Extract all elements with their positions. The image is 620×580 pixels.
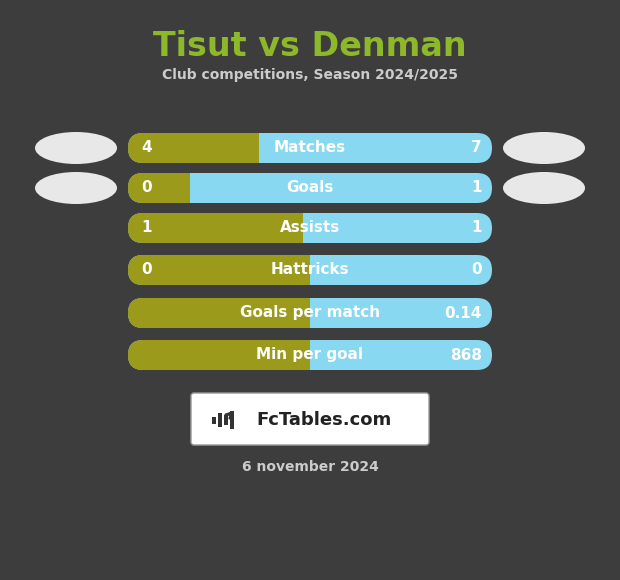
Ellipse shape [35, 172, 117, 204]
Text: Hattricks: Hattricks [271, 263, 349, 277]
Text: 0.14: 0.14 [445, 306, 482, 321]
FancyBboxPatch shape [128, 173, 492, 203]
Text: Club competitions, Season 2024/2025: Club competitions, Season 2024/2025 [162, 68, 458, 82]
Bar [143, 298, 310, 328]
Bar [218, 413, 222, 427]
Bar [143, 213, 303, 243]
FancyBboxPatch shape [128, 298, 492, 328]
FancyBboxPatch shape [128, 340, 492, 370]
Ellipse shape [503, 132, 585, 164]
Bar [230, 411, 234, 429]
FancyBboxPatch shape [128, 133, 492, 163]
Text: Tisut vs Denman: Tisut vs Denman [153, 30, 467, 63]
Text: 0: 0 [141, 263, 152, 277]
FancyBboxPatch shape [128, 173, 492, 203]
Ellipse shape [35, 132, 117, 164]
FancyBboxPatch shape [128, 298, 492, 328]
FancyBboxPatch shape [128, 133, 492, 163]
Text: 1: 1 [471, 180, 482, 195]
Text: 1: 1 [471, 220, 482, 235]
Text: 7: 7 [471, 140, 482, 155]
Text: Goals: Goals [286, 180, 334, 195]
FancyBboxPatch shape [191, 393, 429, 445]
Bar [224, 415, 228, 425]
Bar [143, 133, 259, 163]
Text: 4: 4 [141, 140, 152, 155]
Bar [143, 255, 310, 285]
Text: Goals per match: Goals per match [240, 306, 380, 321]
FancyBboxPatch shape [128, 255, 492, 285]
Text: Assists: Assists [280, 220, 340, 235]
Text: 0: 0 [141, 180, 152, 195]
Text: Min per goal: Min per goal [257, 347, 363, 362]
Bar [143, 340, 310, 370]
Ellipse shape [503, 172, 585, 204]
FancyBboxPatch shape [128, 340, 492, 370]
Text: Matches: Matches [274, 140, 346, 155]
FancyBboxPatch shape [128, 255, 492, 285]
Text: 6 november 2024: 6 november 2024 [242, 460, 378, 474]
Text: FcTables.com: FcTables.com [257, 411, 392, 429]
Bar [143, 173, 190, 203]
Bar [212, 416, 216, 423]
FancyBboxPatch shape [128, 213, 492, 243]
Text: 0: 0 [471, 263, 482, 277]
Text: 1: 1 [141, 220, 151, 235]
FancyBboxPatch shape [128, 213, 492, 243]
Text: 868: 868 [450, 347, 482, 362]
